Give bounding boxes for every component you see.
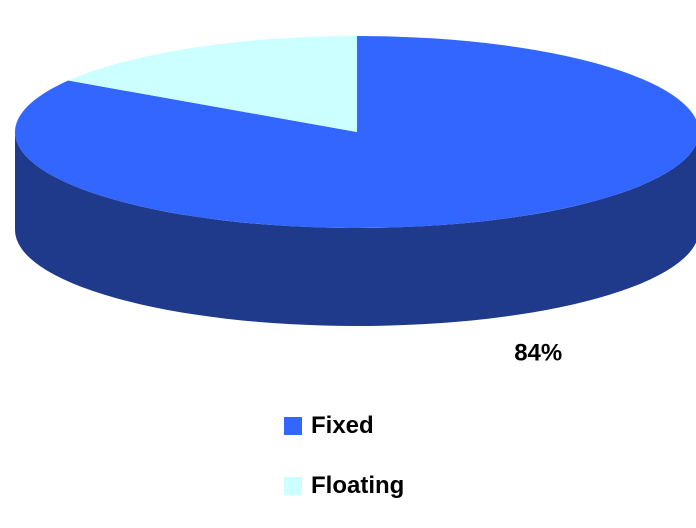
legend-label-fixed: Fixed (311, 412, 374, 439)
pie-chart: 84%16% (15, 36, 696, 367)
pie-label-layer: 84%16% (514, 340, 562, 367)
chart-legend: Fixed Floating (284, 408, 404, 528)
pie-slice-fixed (15, 36, 696, 228)
pie-side-layer (15, 132, 696, 326)
legend-item-floating: Floating (284, 468, 404, 504)
pie-slice-floating (68, 36, 357, 132)
pie-top-layer (15, 36, 696, 228)
legend-item-fixed: Fixed (284, 408, 404, 444)
legend-label-floating: Floating (311, 472, 405, 499)
legend-swatch-fixed (284, 417, 302, 435)
pie-side-fixed (15, 132, 696, 326)
value-label-fixed: 84% (514, 340, 562, 367)
legend-swatch-floating (284, 477, 302, 495)
